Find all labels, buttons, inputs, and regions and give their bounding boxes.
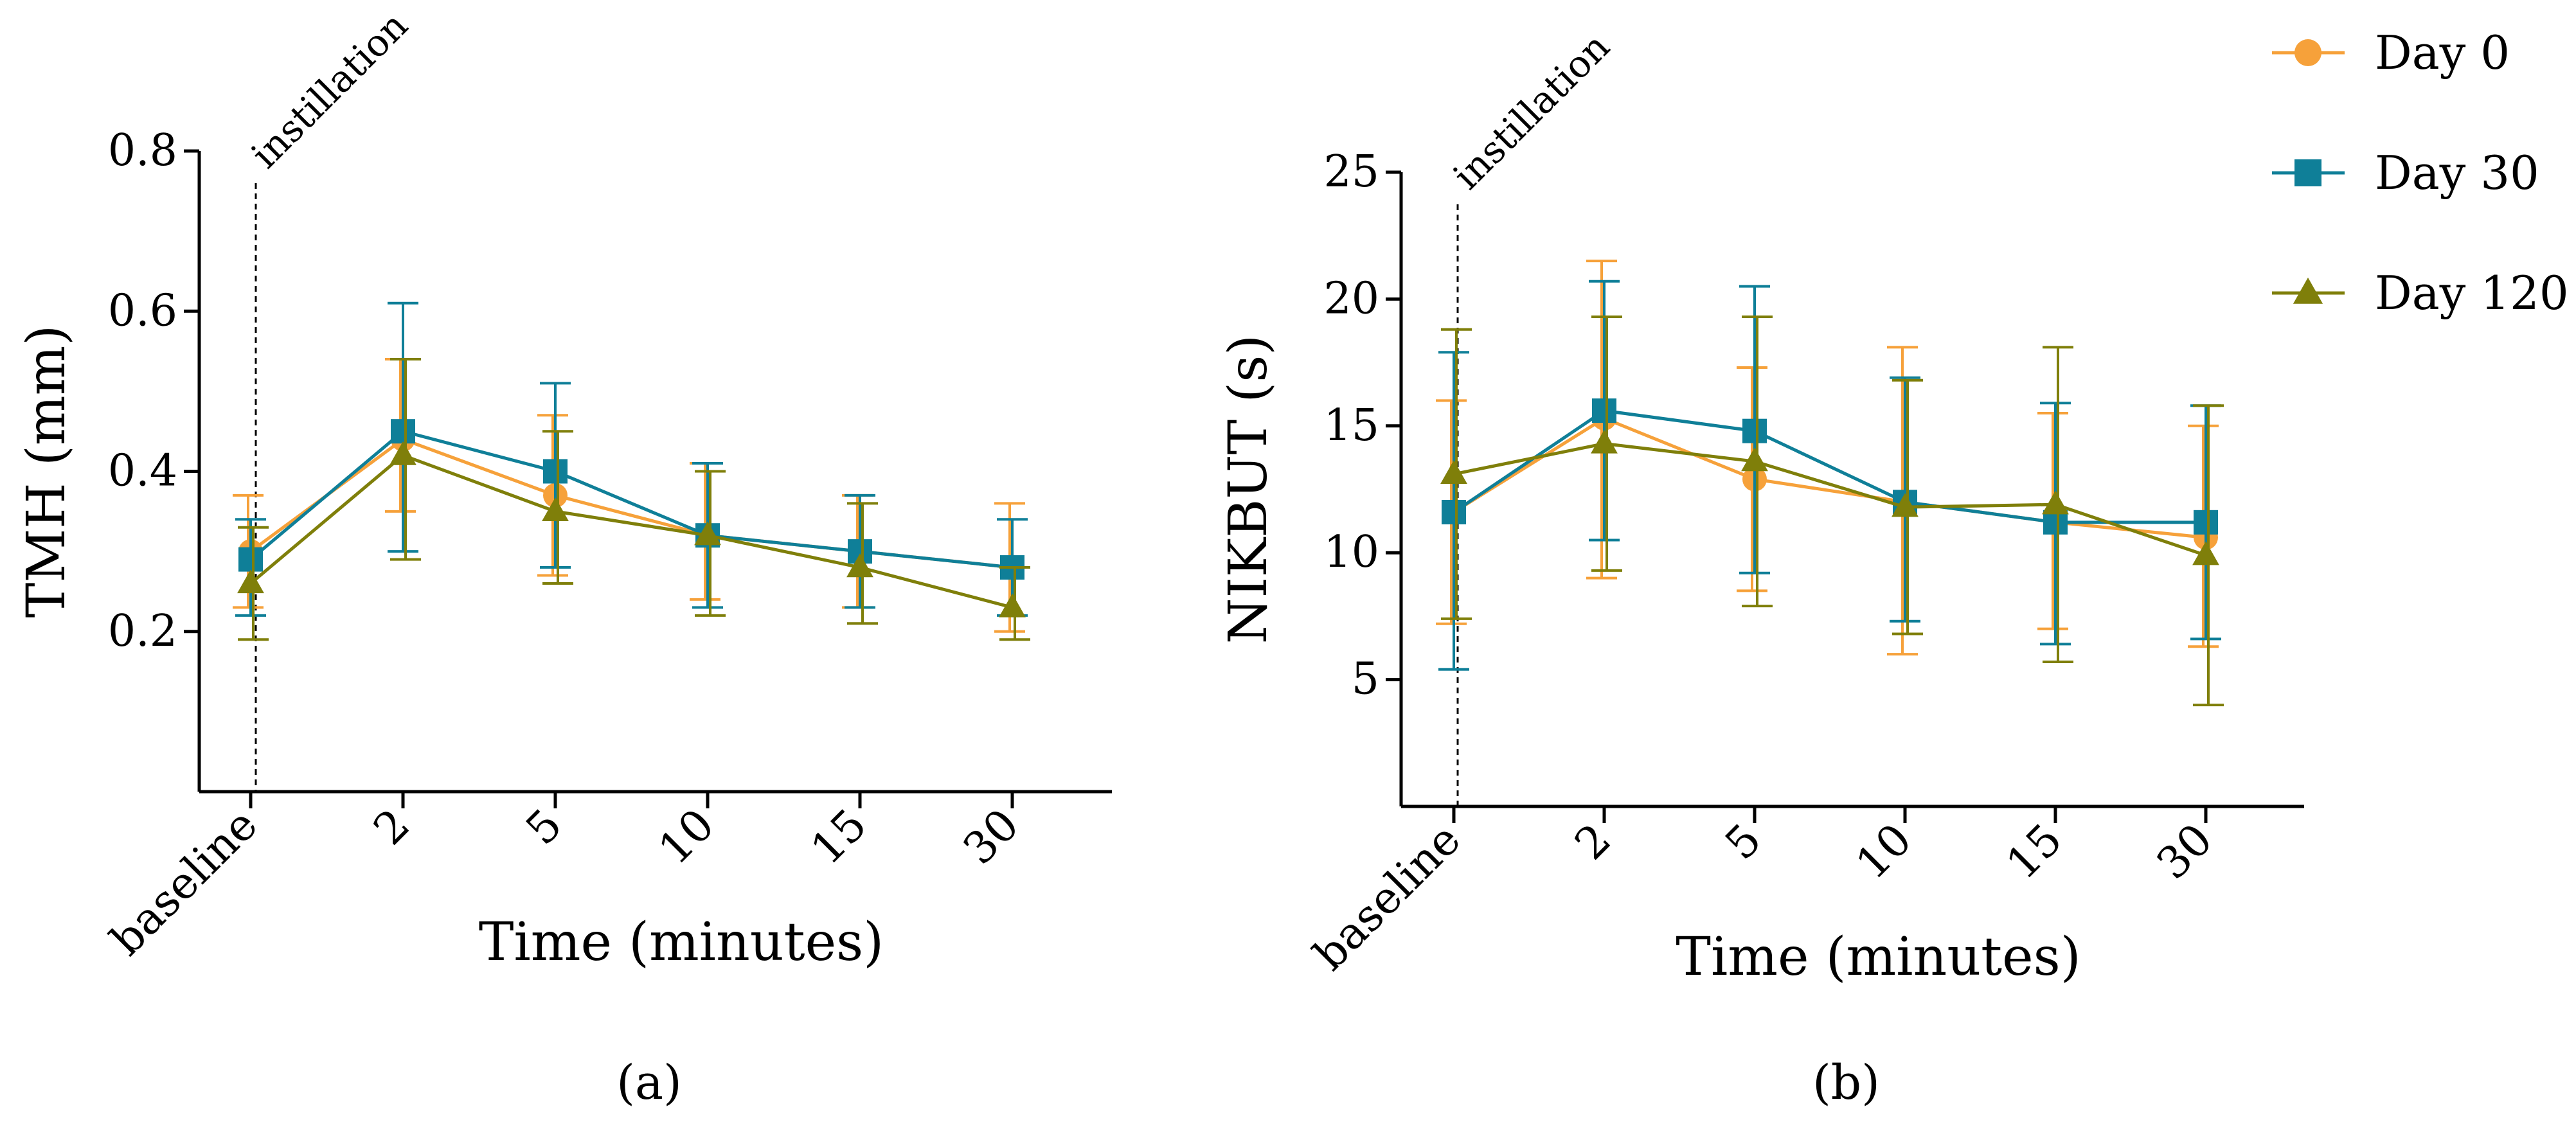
panel-label: (b) — [1812, 1055, 1880, 1110]
data-point — [2042, 490, 2069, 515]
data-point — [694, 521, 721, 546]
data-point — [237, 569, 264, 594]
y-tick-label: 0.6 — [108, 285, 177, 336]
y-tick-label: 15 — [1323, 400, 1379, 451]
legend-entry: Day 30 — [2272, 146, 2539, 200]
data-point — [1741, 447, 1768, 472]
series-line — [1453, 416, 2206, 539]
legend-label: Day 0 — [2375, 26, 2510, 80]
series-line — [249, 453, 1013, 609]
y-tick-label: 20 — [1323, 273, 1379, 324]
legend: Day 0 Day 30 Day 120 — [2272, 26, 2569, 320]
data-point — [1442, 500, 1466, 525]
series-day-120 — [237, 358, 1030, 641]
series-day-0 — [1436, 260, 2219, 656]
series-day-0 — [233, 358, 1025, 633]
data-point — [1742, 418, 1767, 443]
x-tick-label: 5 — [1716, 814, 1771, 869]
instillation-label: instillation — [243, 3, 416, 177]
series-line — [249, 429, 1013, 569]
y-tick-label: 5 — [1352, 654, 1379, 705]
y-tick-label: 25 — [1323, 147, 1379, 197]
data-point — [2192, 541, 2219, 565]
data-point — [846, 553, 873, 578]
data-point — [238, 547, 263, 572]
x-tick-label: baseline — [101, 799, 267, 966]
y-axis-label: TMH (mm) — [16, 325, 77, 618]
legend-marker — [2294, 159, 2321, 186]
data-point — [999, 593, 1026, 618]
instillation-label: instillation — [1445, 24, 1618, 198]
data-point — [389, 441, 416, 465]
x-tick-label: 30 — [2147, 814, 2223, 889]
legend-marker — [2294, 39, 2321, 66]
data-point — [542, 497, 569, 522]
y-tick-label: 0.2 — [108, 606, 177, 657]
x-axis-label: Time (minutes) — [1676, 927, 2080, 988]
series-day-120 — [1440, 316, 2224, 707]
data-point — [1440, 459, 1467, 484]
y-axis-label: NIKBUT (s) — [1218, 335, 1279, 645]
x-tick-label: 5 — [517, 799, 572, 855]
data-point — [1591, 429, 1618, 454]
panel-label: (a) — [616, 1055, 682, 1110]
legend-label: Day 30 — [2375, 146, 2539, 200]
x-tick-label: 30 — [954, 799, 1029, 875]
x-tick-label: 15 — [1997, 814, 2072, 889]
data-point — [543, 459, 568, 484]
x-tick-label: 2 — [1566, 814, 1621, 869]
y-tick-label: 10 — [1323, 527, 1379, 578]
x-tick-label: 2 — [364, 799, 420, 855]
series-day-30 — [235, 301, 1028, 617]
x-tick-label: baseline — [1304, 814, 1471, 981]
data-point — [1892, 493, 1919, 517]
data-point — [1592, 398, 1616, 423]
y-tick-label: 0.8 — [108, 125, 177, 176]
data-point — [391, 419, 415, 444]
legend-entry: Day 120 — [2272, 266, 2569, 320]
series-line — [1453, 409, 2206, 524]
series-line — [1453, 441, 2206, 557]
y-tick-label: 0.4 — [108, 446, 177, 497]
legend-entry: Day 0 — [2272, 26, 2510, 80]
x-axis-label: Time (minutes) — [479, 912, 884, 973]
data-point — [2194, 510, 2218, 535]
series-day-30 — [1438, 280, 2221, 671]
x-tick-label: 10 — [649, 799, 724, 875]
panel-a: 0.2 0.4 0.6 0.8 baseline 2 5 10 15 30 Time (minute… — [16, 3, 1112, 1110]
x-tick-label: 10 — [1847, 814, 1922, 889]
x-tick-label: 15 — [801, 799, 877, 875]
legend-marker — [2293, 277, 2323, 304]
legend-label: Day 120 — [2375, 266, 2569, 320]
